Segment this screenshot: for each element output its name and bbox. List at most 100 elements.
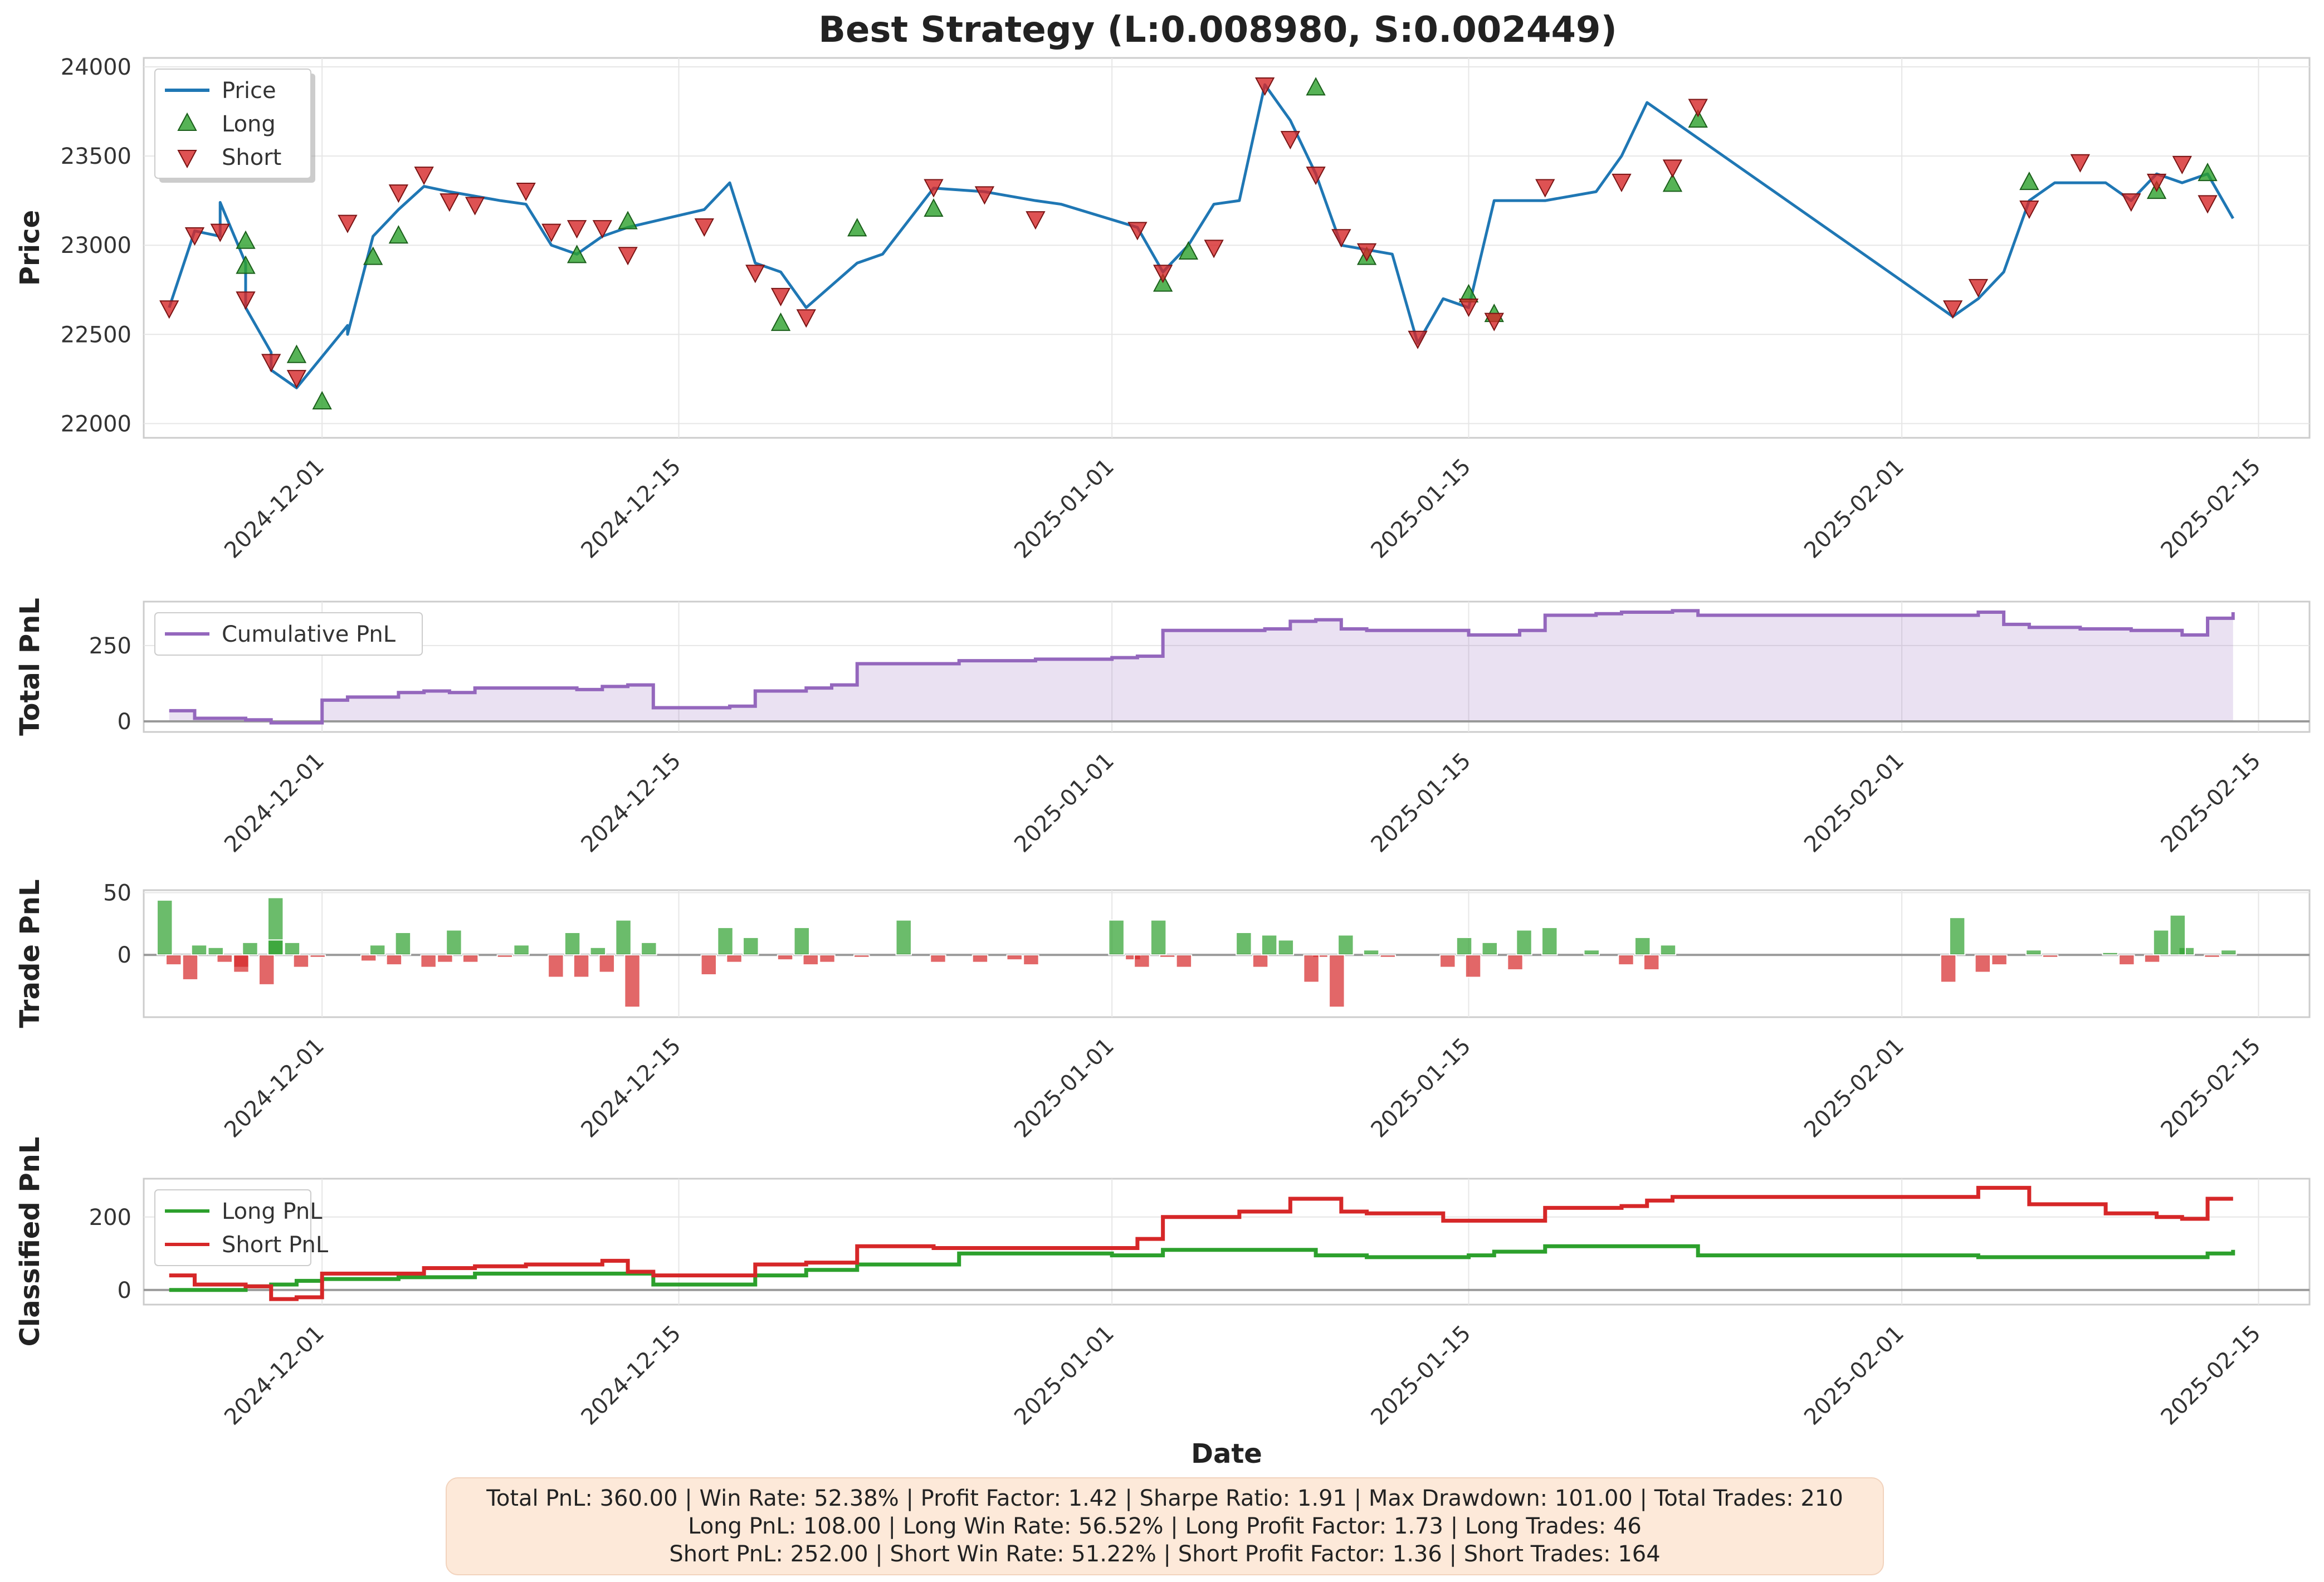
plot-area <box>144 897 2310 1008</box>
panel-frame <box>143 1178 2311 1306</box>
loss-trade-bar <box>360 954 377 962</box>
win-trade-bar <box>1337 934 1354 956</box>
x-tick-label: 2025-02-15 <box>2156 748 2266 858</box>
win-trade-bar <box>369 944 386 956</box>
short-marker <box>924 179 944 198</box>
loss-trade-bar <box>1006 954 1023 961</box>
loss-trade-bar <box>182 954 199 980</box>
x-tick-label: 2024-12-15 <box>577 454 686 564</box>
long-marker <box>1178 241 1199 260</box>
x-tick-label: 2025-01-15 <box>1366 1321 1476 1430</box>
win-trade-bar <box>895 919 912 956</box>
y-axis-label: Trade PnL <box>14 879 46 1028</box>
loss-trade-bar <box>930 954 946 963</box>
x-tick-label: 2025-02-15 <box>2156 1033 2266 1143</box>
short-marker <box>1612 173 1632 193</box>
win-trade-bar <box>1150 919 1167 956</box>
x-tick-label: 2025-01-01 <box>1009 1033 1119 1143</box>
win-trade-bar <box>284 941 301 956</box>
long-marker <box>363 246 383 265</box>
loss-trade-bar <box>971 954 989 963</box>
short-marker <box>1688 99 1708 118</box>
loss-trade-bar <box>1991 954 2008 966</box>
win-trade-bar <box>564 932 581 956</box>
x-tick-label: 2025-02-01 <box>1799 1033 1909 1143</box>
loss-trade-bar <box>1618 954 1634 966</box>
x-axis-label: Date <box>1191 1438 1262 1469</box>
win-trade-bar <box>2102 951 2118 956</box>
short-marker <box>1306 167 1326 185</box>
loss-trade-bar <box>1175 954 1193 968</box>
panel-3: 2024-12-01 2024-12-15 2025-01-01 2025-01-15… <box>14 1137 2311 1469</box>
loss-trade-bar <box>548 954 564 978</box>
long-marker <box>388 225 409 244</box>
cumulative-pnl-line <box>169 609 2235 725</box>
panel-0: 2024-12-01 2024-12-15 2025-01-01 2025-01-15… <box>14 55 2311 564</box>
win-trade-bar <box>641 941 657 956</box>
y-tick-label: 23500 <box>61 144 131 169</box>
short-marker <box>1535 179 1555 198</box>
win-trade-bar <box>1583 949 1600 956</box>
long-marker <box>770 312 791 331</box>
short-marker <box>286 370 307 389</box>
panel-1: 2024-12-01 2024-12-15 2025-01-01 2025-01-15… <box>14 598 2311 858</box>
stats-line-total: Total PnL: 360.00 | Win Rate: 52.38% | P… <box>486 1486 1843 1511</box>
long-marker <box>1306 77 1326 96</box>
win-trade-bar <box>242 941 258 956</box>
plot-area <box>144 609 2310 725</box>
y-axis-label: Classified PnL <box>14 1137 46 1347</box>
short-marker <box>745 265 765 284</box>
loss-trade-bar <box>1643 954 1660 971</box>
short-marker <box>465 197 485 216</box>
loss-trade-bar <box>700 954 717 976</box>
short-marker <box>2198 195 2218 214</box>
win-trade-bar <box>793 927 810 956</box>
loss-trade-bar <box>2144 954 2161 963</box>
short-marker <box>184 227 205 246</box>
loss-trade-bar <box>258 954 275 985</box>
win-trade-bar <box>1634 936 1651 956</box>
loss-trade-bar <box>777 954 794 961</box>
win-trade-bar <box>2025 949 2042 956</box>
loss-trade-bar <box>1974 954 1991 973</box>
y-tick-label: 23000 <box>61 233 131 258</box>
y-tick-label: 24000 <box>61 55 131 80</box>
win-trade-bar <box>1261 934 1278 956</box>
short-marker <box>796 309 816 328</box>
win-trade-bar <box>1516 929 1532 956</box>
win-trade-bar <box>1949 917 1966 956</box>
short-marker <box>1662 159 1683 178</box>
legend-swatch-short <box>177 150 197 169</box>
short-marker <box>516 182 536 202</box>
loss-trade-bar <box>216 954 233 963</box>
legend-swatch-long <box>177 112 197 131</box>
short-marker <box>2019 200 2039 219</box>
long-marker <box>236 255 256 274</box>
cumulative-pnl-area <box>169 611 2233 723</box>
legend-label: Cumulative PnL <box>222 622 396 647</box>
x-tick-label: 2024-12-01 <box>219 748 329 858</box>
y-tick-label: 250 <box>89 633 131 659</box>
panel-frame <box>143 57 2311 439</box>
loss-trade-bar <box>1252 954 1269 968</box>
long-marker <box>618 211 638 230</box>
x-tick-label: 2024-12-01 <box>219 454 329 564</box>
short-marker <box>1331 229 1351 248</box>
win-trade-bar <box>394 932 412 956</box>
short-marker <box>236 291 256 310</box>
short-marker <box>1942 300 1963 319</box>
short-marker <box>1458 299 1479 318</box>
short-marker <box>1280 131 1301 150</box>
y-tick-label: 0 <box>118 943 131 968</box>
legend-label: Long PnL <box>222 1199 323 1224</box>
loss-trade-bar <box>802 954 819 966</box>
plot-area <box>144 1185 2310 1301</box>
loss-trade-bar <box>165 954 182 966</box>
loss-trade-bar <box>624 954 641 1008</box>
loss-trade-bar <box>1329 954 1345 1008</box>
long-marker <box>847 218 867 237</box>
x-tick-label: 2025-01-15 <box>1366 748 1476 858</box>
x-tick-label: 2024-12-15 <box>577 748 686 858</box>
x-tick-label: 2024-12-01 <box>219 1033 329 1143</box>
long-marker <box>312 390 332 409</box>
